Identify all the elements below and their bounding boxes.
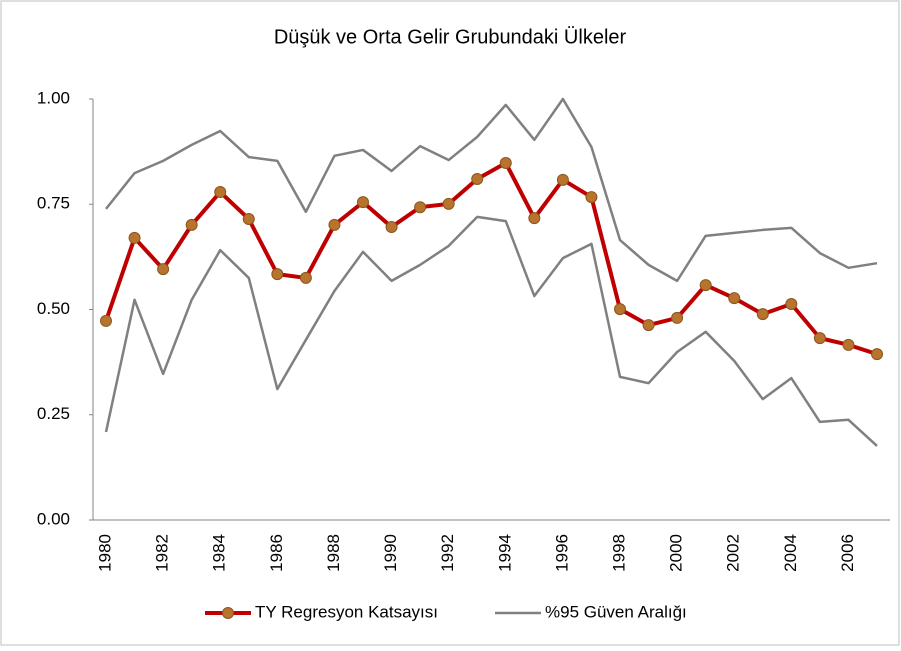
marker: [442, 197, 455, 210]
chart-title: Düşük ve Orta Gelir Grubundaki Ülkeler: [274, 26, 627, 48]
y-tick-label: 0.50: [37, 299, 70, 318]
marker: [271, 268, 284, 281]
marker: [756, 308, 769, 321]
marker: [556, 173, 569, 186]
y-tick-label: 0.00: [37, 509, 70, 528]
marker: [157, 263, 170, 276]
marker: [728, 292, 741, 305]
x-tick-label: 1982: [153, 534, 172, 572]
x-tick-label: 1998: [609, 534, 628, 572]
x-tick-label: 1994: [495, 534, 514, 572]
marker: [385, 220, 398, 233]
x-tick-label: 1990: [381, 534, 400, 572]
x-tick-label: 2006: [838, 534, 857, 572]
legend-label: %95 Güven Aralığı: [545, 602, 687, 621]
marker: [842, 338, 855, 351]
legend-label: TY Regresyon Katsayısı: [255, 602, 438, 621]
x-tick-label: 1986: [267, 534, 286, 572]
marker: [471, 172, 484, 185]
marker: [585, 191, 598, 204]
marker: [214, 186, 227, 199]
series-line: [104, 215, 878, 447]
marker: [499, 156, 512, 169]
x-tick-label: 1984: [210, 534, 229, 572]
series-line: [105, 97, 878, 283]
marker: [128, 231, 141, 244]
marker: [528, 212, 541, 225]
y-tick-label: 0.75: [37, 194, 70, 213]
x-tick-label: 1980: [95, 534, 114, 572]
y-tick-label: 0.25: [37, 404, 70, 423]
marker: [785, 298, 798, 311]
marker: [299, 271, 312, 284]
marker: [699, 279, 712, 292]
marker: [328, 218, 341, 231]
marker: [414, 201, 427, 214]
marker: [642, 319, 655, 332]
marker: [813, 332, 826, 345]
x-tick-label: 2002: [724, 534, 743, 572]
marker: [614, 303, 626, 316]
marker: [185, 218, 198, 231]
x-tick-label: 2004: [781, 534, 800, 572]
legend-marker: [222, 607, 234, 619]
x-tick-label: 1988: [324, 534, 343, 572]
marker: [671, 311, 684, 324]
x-tick-label: 2000: [667, 534, 686, 572]
marker: [242, 212, 255, 225]
y-tick-label: 1.00: [37, 88, 70, 107]
x-tick-label: 1996: [552, 534, 571, 572]
x-tick-label: 1992: [438, 534, 457, 572]
marker: [357, 196, 369, 209]
series-line: [104, 160, 878, 357]
marker: [871, 348, 883, 361]
marker: [100, 314, 112, 327]
